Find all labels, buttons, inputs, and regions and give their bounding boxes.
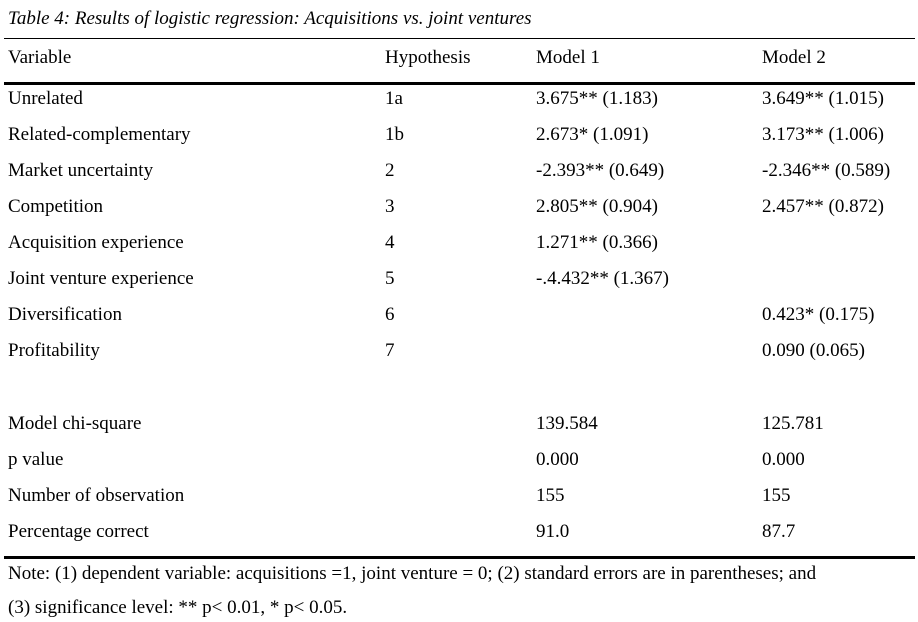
table-note-line-2: (3) significance level: ** p< 0.01, * p<… — [8, 597, 348, 618]
row-model-2: 2.457** (0.872) — [762, 196, 884, 217]
row-model-2: 0.090 (0.065) — [762, 340, 865, 361]
row-model-1: 3.675** (1.183) — [536, 88, 658, 109]
header-variable: Variable — [8, 47, 72, 68]
stat-model-2: 155 — [762, 485, 791, 506]
row-variable: Acquisition experience — [8, 232, 184, 253]
row-hypothesis: 7 — [385, 340, 395, 361]
row-model-2: 3.173** (1.006) — [762, 124, 884, 145]
row-variable: Competition — [8, 196, 103, 217]
row-hypothesis: 1b — [385, 124, 404, 145]
row-model-1: -.4.432** (1.367) — [536, 268, 669, 289]
table-caption: Table 4: Results of logistic regression:… — [8, 8, 532, 29]
row-model-1: 2.805** (0.904) — [536, 196, 658, 217]
row-variable: Diversification — [8, 304, 122, 325]
row-hypothesis: 3 — [385, 196, 395, 217]
header-model-1: Model 1 — [536, 47, 600, 68]
bottom-rule — [4, 556, 915, 559]
header-rule — [4, 82, 915, 85]
stat-label: Model chi-square — [8, 413, 142, 434]
row-variable: Unrelated — [8, 88, 83, 109]
stat-model-1: 139.584 — [536, 413, 598, 434]
row-model-1: -2.393** (0.649) — [536, 160, 665, 181]
row-model-1: 1.271** (0.366) — [536, 232, 658, 253]
row-variable: Joint venture experience — [8, 268, 194, 289]
stat-model-1: 0.000 — [536, 449, 579, 470]
table-note-line-1: Note: (1) dependent variable: acquisitio… — [8, 563, 817, 584]
stat-label: p value — [8, 449, 64, 470]
row-variable: Related-complementary — [8, 124, 191, 145]
stat-model-2: 0.000 — [762, 449, 805, 470]
row-model-2: -2.346** (0.589) — [762, 160, 891, 181]
row-hypothesis: 4 — [385, 232, 395, 253]
row-model-2: 0.423* (0.175) — [762, 304, 875, 325]
stat-model-2: 87.7 — [762, 521, 796, 542]
header-model-2: Model 2 — [762, 47, 826, 68]
row-hypothesis: 1a — [385, 88, 403, 109]
stat-model-1: 91.0 — [536, 521, 570, 542]
row-variable: Profitability — [8, 340, 100, 361]
stat-label: Percentage correct — [8, 521, 149, 542]
row-model-1: 2.673* (1.091) — [536, 124, 649, 145]
stat-model-1: 155 — [536, 485, 565, 506]
top-rule — [4, 38, 915, 39]
stat-label: Number of observation — [8, 485, 185, 506]
header-hypothesis: Hypothesis — [385, 47, 471, 68]
stat-model-2: 125.781 — [762, 413, 824, 434]
row-hypothesis: 5 — [385, 268, 395, 289]
row-hypothesis: 2 — [385, 160, 395, 181]
row-variable: Market uncertainty — [8, 160, 154, 181]
row-model-2: 3.649** (1.015) — [762, 88, 884, 109]
row-hypothesis: 6 — [385, 304, 395, 325]
